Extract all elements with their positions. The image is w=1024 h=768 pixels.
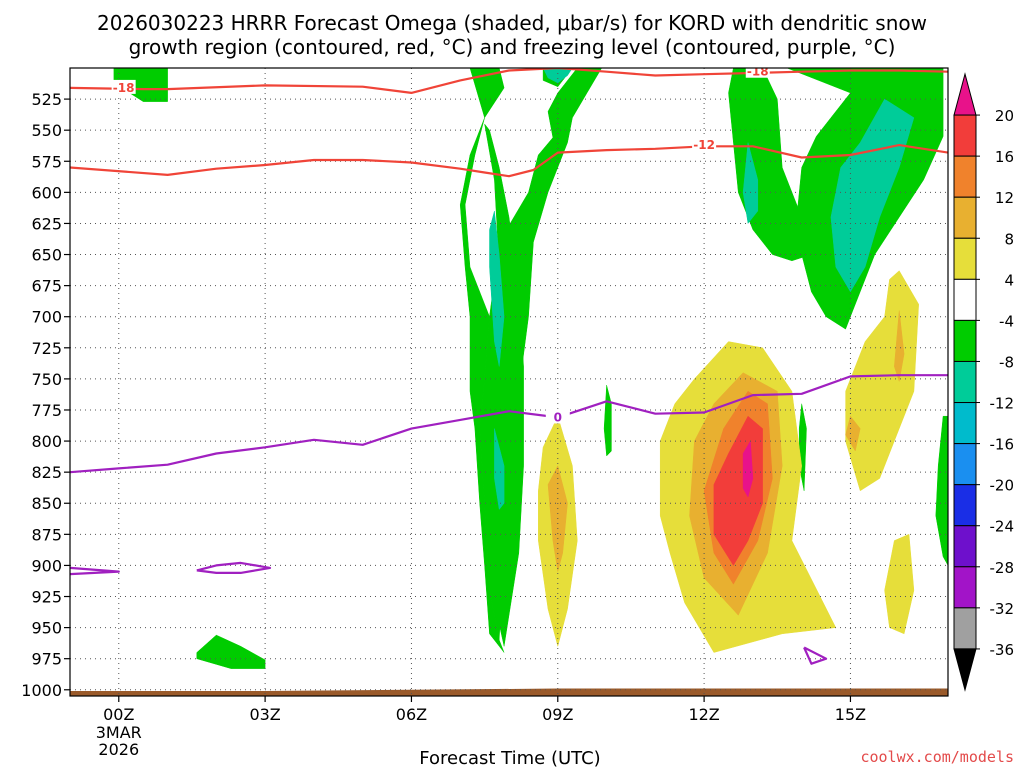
colorbar-bin-4 bbox=[953, 237, 977, 280]
y-tick-label-800: 800 bbox=[31, 432, 62, 451]
credit-text: coolwx.com/models bbox=[860, 748, 1014, 766]
colorbar-bin-11 bbox=[953, 525, 977, 568]
freezing-level-label: 0 bbox=[554, 410, 562, 424]
colorbar-label-8: -16 bbox=[990, 436, 1015, 454]
freezing-level-line bbox=[70, 374, 948, 474]
omega-region-12 bbox=[494, 428, 505, 510]
colorbar-label-2: 12 bbox=[995, 189, 1014, 207]
chart-title-line2: growth region (contoured, red, °C) and f… bbox=[129, 35, 896, 59]
y-tick-label-600: 600 bbox=[31, 183, 62, 202]
freezing-loop-b-line bbox=[196, 561, 272, 575]
y-axis-ticks: 525 550 575 600 625 650 675 700 725 750 775 800 825 8… bbox=[21, 90, 70, 700]
y-tick-label-750: 750 bbox=[31, 370, 62, 389]
y-tick-label-850: 850 bbox=[31, 494, 62, 513]
freezing-level-label-bg bbox=[545, 409, 570, 424]
colorbar-label-12: -32 bbox=[990, 600, 1015, 618]
y-tick-label-700: 700 bbox=[31, 308, 62, 327]
colorbar-label-1: 16 bbox=[995, 148, 1014, 166]
colorbar-label-0: 20 bbox=[995, 107, 1014, 125]
freezing-loop-c-line bbox=[803, 646, 828, 665]
omega-region-4 bbox=[459, 68, 505, 653]
omega-region-22 bbox=[894, 310, 905, 382]
omega-region-19 bbox=[884, 534, 915, 635]
colorbar-label-4: 4 bbox=[1004, 271, 1014, 289]
colorbar-bin-10 bbox=[953, 484, 977, 527]
y-tick-label-675: 675 bbox=[31, 277, 62, 296]
y-tick-label-650: 650 bbox=[31, 246, 62, 265]
omega-region-13 bbox=[742, 142, 759, 224]
colorbar-bin-7 bbox=[953, 360, 977, 404]
omega-region-23 bbox=[845, 415, 861, 452]
y-tick-label-925: 925 bbox=[31, 588, 62, 607]
colorbar-bin-8 bbox=[953, 402, 977, 445]
y-tick-label-725: 725 bbox=[31, 339, 62, 358]
colorbar-bin-13 bbox=[953, 607, 977, 650]
omega-region-2 bbox=[196, 634, 266, 669]
chart-title-line1: 2026030223 HRRR Forecast Omega (shaded, … bbox=[97, 11, 927, 35]
colorbar-label-11: -28 bbox=[990, 559, 1015, 577]
y-tick-label-1000: 1000 bbox=[21, 681, 62, 700]
x-tick-label-15Z: 15Z bbox=[835, 705, 866, 724]
omega-region-11 bbox=[489, 210, 505, 367]
plot-frame bbox=[69, 67, 949, 697]
y-tick-label-825: 825 bbox=[31, 463, 62, 482]
dgz-minus18-label: -18 bbox=[113, 81, 135, 95]
y-tick-label-525: 525 bbox=[31, 90, 62, 109]
colorbar-bin-2 bbox=[953, 155, 977, 198]
x-tick-label-03Z: 03Z bbox=[249, 705, 280, 724]
colorbar-label-13: -36 bbox=[990, 641, 1015, 659]
colorbar-bin-6 bbox=[953, 319, 977, 362]
dgz-minus12-label-bg bbox=[692, 137, 717, 152]
colorbar-label-7: -12 bbox=[990, 395, 1015, 413]
dgz-minus18-label-bg bbox=[111, 79, 136, 94]
x-tick-label-09Z: 09Z bbox=[542, 705, 573, 724]
x-tick-label-06Z: 06Z bbox=[396, 705, 427, 724]
colorbar-bin-5 bbox=[953, 278, 977, 321]
colorbar-bin-1 bbox=[953, 114, 977, 157]
omega-region-10 bbox=[935, 415, 948, 566]
colorbar-bin-3 bbox=[953, 196, 977, 239]
dgz-minus18-b-label-bg bbox=[745, 68, 770, 78]
contour-lines: -18 -18 -12 0 bbox=[70, 65, 948, 665]
dgz-minus18-b-label: -18 bbox=[747, 65, 769, 79]
y-tick-label-875: 875 bbox=[31, 525, 62, 544]
y-tick-label-550: 550 bbox=[31, 121, 62, 140]
y-tick-label-900: 900 bbox=[31, 556, 62, 575]
colorbar-label-5: -4 bbox=[999, 312, 1014, 330]
colorbar-bin-14 bbox=[953, 648, 977, 692]
surface-terrain bbox=[70, 688, 948, 696]
omega-region-15 bbox=[542, 68, 573, 84]
y-tick-label-950: 950 bbox=[31, 619, 62, 638]
colorbar-bin-12 bbox=[953, 566, 977, 609]
colorbar-label-6: -8 bbox=[999, 353, 1014, 371]
colorbar: 20 16 12 8 4 -4 -8 -12 -16 -20 -24 -28 -32 -36 bbox=[953, 72, 1015, 692]
y-tick-label-975: 975 bbox=[31, 650, 62, 669]
colorbar-bin-9 bbox=[953, 443, 977, 486]
colorbar-label-3: 8 bbox=[1004, 230, 1014, 248]
y-tick-label-775: 775 bbox=[31, 401, 62, 420]
x-tick-label-12Z: 12Z bbox=[688, 705, 719, 724]
x-tick-sublabel-0: 3MAR bbox=[96, 723, 142, 742]
y-tick-label-575: 575 bbox=[31, 152, 62, 171]
x-axis-label: Forecast Time (UTC) bbox=[419, 748, 600, 768]
omega-region-26 bbox=[742, 440, 754, 498]
dgz-minus12-label: -12 bbox=[693, 138, 715, 152]
dgz-minus18-line bbox=[70, 68, 948, 95]
colorbar-label-9: -20 bbox=[990, 477, 1015, 495]
surface-band bbox=[70, 688, 948, 696]
omega-shaded-regions bbox=[113, 68, 948, 669]
y-tick-label-625: 625 bbox=[31, 214, 62, 233]
x-tick-sublabel-1: 2026 bbox=[98, 740, 139, 759]
x-tick-label-00Z: 00Z bbox=[103, 705, 134, 724]
dgz-minus12-line bbox=[70, 144, 948, 178]
colorbar-label-10: -24 bbox=[990, 518, 1015, 536]
freezing-loop-a-line bbox=[70, 566, 120, 576]
